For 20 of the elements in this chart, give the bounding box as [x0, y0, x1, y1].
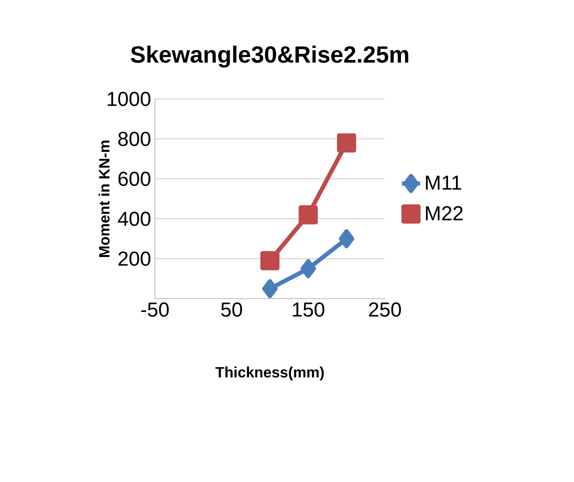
point — [262, 279, 278, 298]
y-tick-label: 1000 — [108, 92, 150, 106]
point — [260, 251, 280, 270]
chart-title: Skewangle30&Rise2.25m — [130, 46, 408, 68]
point — [338, 229, 354, 248]
x-axis-title: Thickness(mm) — [215, 366, 324, 381]
x-tick-label: -50 — [141, 302, 169, 317]
point — [336, 133, 356, 153]
x-tick-label: 50 — [221, 302, 242, 317]
point — [298, 205, 318, 224]
y-tick-label: 200 — [118, 252, 150, 266]
legend-label: M22 — [426, 206, 463, 220]
legend-label: M11 — [426, 176, 462, 190]
y-tick-label: 800 — [118, 132, 150, 146]
x-tick-label: 150 — [292, 302, 324, 317]
y-axis-title: Moment in KN-m — [98, 140, 110, 258]
point — [300, 259, 316, 278]
y-tick-label: 400 — [118, 212, 150, 226]
y-tick-label: 600 — [118, 172, 150, 186]
x-tick-label: 250 — [369, 302, 401, 317]
